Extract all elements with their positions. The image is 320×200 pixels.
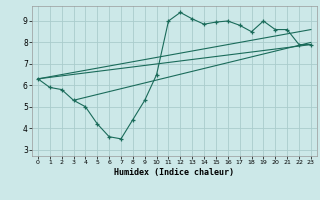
X-axis label: Humidex (Indice chaleur): Humidex (Indice chaleur)	[115, 168, 234, 177]
